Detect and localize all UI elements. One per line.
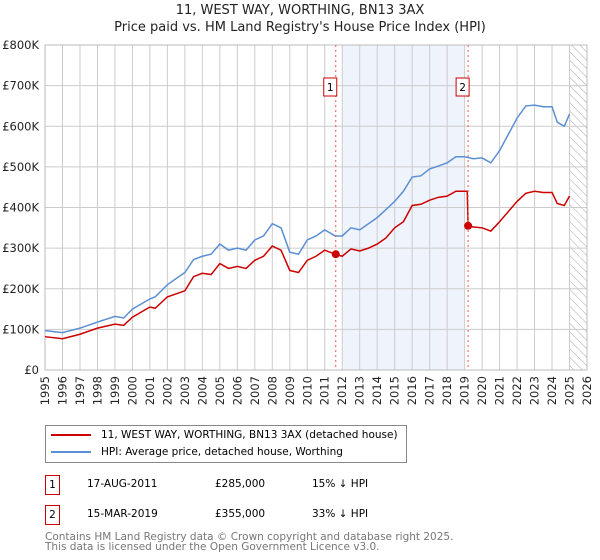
x-tick-label: 2011: [318, 376, 332, 405]
legend-item-property: 11, WEST WAY, WORTHING, BN13 3AX (detach…: [51, 429, 398, 441]
hpi-line: [44, 104, 571, 334]
x-tick-label: 2018: [440, 376, 454, 405]
y-tick-label: £400K: [2, 201, 39, 215]
x-tick-label: 2016: [405, 376, 419, 405]
property-price-line: [44, 190, 571, 340]
legend-label: 11, WEST WAY, WORTHING, BN13 3AX (detach…: [101, 429, 398, 441]
sale-point: [331, 250, 340, 259]
footer-copyright: Contains HM Land Registry data © Crown c…: [45, 531, 454, 543]
legend-swatch-blue: [51, 451, 91, 453]
x-tick-label: 2010: [300, 376, 314, 405]
x-tick-label: 2005: [213, 376, 227, 405]
y-tick-label: £200K: [2, 282, 39, 296]
x-tick-label: 2017: [423, 376, 437, 405]
x-tick-label: 2021: [493, 376, 507, 405]
sale-date: 15-MAR-2019: [87, 508, 158, 520]
y-tick-label: £100K: [2, 322, 39, 336]
sale-price: £355,000: [215, 508, 266, 520]
legend-swatch-red: [51, 434, 91, 436]
x-tick-label: 2014: [370, 376, 384, 405]
sale-badge: 1: [45, 475, 60, 495]
x-tick-label: 2024: [545, 376, 559, 405]
x-tick-label: 2003: [178, 376, 192, 405]
sale-marker-label: 1: [327, 82, 334, 94]
x-tick-label: 2015: [388, 376, 402, 405]
x-tick-label: 2025: [563, 376, 577, 405]
y-tick-label: £300K: [2, 241, 39, 255]
x-tick-label: 2020: [475, 376, 489, 405]
legend-item-hpi: HPI: Average price, detached house, Wort…: [51, 446, 343, 458]
sale-marker-box: [323, 77, 338, 97]
x-tick-label: 2012: [335, 376, 349, 405]
sale-marker-label: 2: [459, 82, 466, 94]
chart-title: 11, WEST WAY, WORTHING, BN13 3AX: [175, 3, 425, 18]
plot-border: [44, 44, 588, 371]
y-tick-label: £800K: [2, 38, 39, 52]
chart-plot: £0 £100K £200K £300K £400K £500K £600K £700K £80…: [2, 38, 594, 405]
x-tick-label: 2013: [353, 376, 367, 405]
sale-date: 17-AUG-2011: [87, 478, 158, 490]
chart-subtitle: Price paid vs. HM Land Registry's House …: [114, 20, 486, 35]
y-tick-label: £0: [24, 363, 39, 377]
sale-badge: 2: [45, 505, 60, 525]
x-tick-label: 1998: [90, 376, 104, 405]
footer-licence: This data is licensed under the Open Gov…: [45, 541, 380, 553]
x-tick-label: 1995: [38, 376, 52, 405]
sale-hpi-diff: 33% ↓ HPI: [312, 508, 369, 520]
sale-marker-box: [455, 77, 470, 97]
x-tick-label: 2009: [283, 376, 297, 405]
x-tick-label: 2019: [458, 376, 472, 405]
y-tick-label: £500K: [2, 160, 39, 174]
x-tick-label: 2000: [125, 376, 139, 405]
sale-hpi-diff: 15% ↓ HPI: [312, 478, 369, 490]
x-tick-label: 2002: [160, 376, 174, 405]
x-tick-label: 1997: [73, 376, 87, 405]
x-tick-label: 1999: [108, 376, 122, 405]
x-tick-label: 2007: [248, 376, 262, 405]
x-tick-label: 2008: [265, 376, 279, 405]
x-tick-label: 2026: [580, 376, 594, 405]
legend-label: HPI: Average price, detached house, Wort…: [101, 446, 343, 458]
x-tick-label: 2001: [143, 376, 157, 405]
sale-price: £285,000: [215, 478, 266, 490]
x-tick-label: 2022: [510, 376, 524, 405]
sale-point: [464, 221, 473, 230]
y-tick-label: £700K: [2, 79, 39, 93]
x-tick-label: 1996: [55, 376, 69, 405]
y-tick-label: £600K: [2, 119, 39, 133]
x-tick-label: 2006: [230, 376, 244, 405]
x-tick-label: 2004: [195, 376, 209, 405]
x-tick-label: 2023: [528, 376, 542, 405]
legend: 11, WEST WAY, WORTHING, BN13 3AX (detach…: [45, 425, 407, 463]
